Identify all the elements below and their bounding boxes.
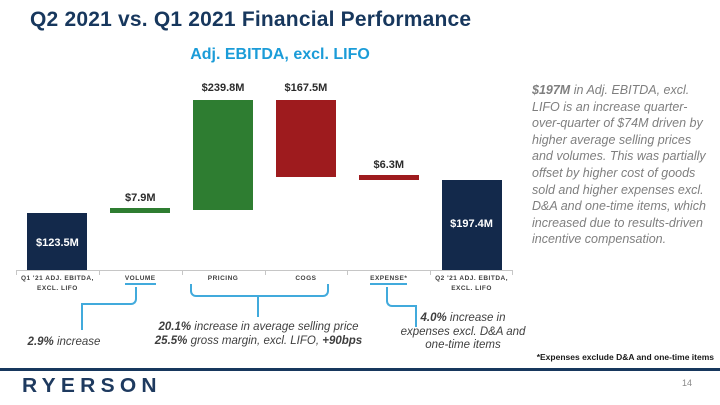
expense-annotation-text: increase in expenses excl. D&A and one-t…	[400, 312, 526, 351]
slide-title: Q2 2021 vs. Q1 2021 Financial Performanc…	[30, 8, 472, 31]
bar-value-label-2: $239.8M	[201, 82, 245, 94]
commentary-lead: $197M	[532, 83, 571, 97]
axis-tick	[347, 271, 349, 275]
footer-divider	[0, 368, 720, 371]
commentary-body: in Adj. EBITDA, excl. LIFO is an increas…	[532, 83, 706, 247]
bar-value-label-5: $197.4M	[450, 217, 493, 230]
pricing-annotation-line2: 25.5% gross margin, excl. LIFO, +90bps	[148, 335, 369, 349]
expense-annotation-bold: 4.0%	[420, 312, 447, 324]
pricing-line2-text: gross margin, excl. LIFO,	[187, 334, 323, 347]
waterfall-bar-4	[358, 174, 419, 180]
ryerson-logo: RYERSON	[22, 375, 162, 397]
axis-tick	[512, 271, 513, 275]
axis-tick	[430, 271, 432, 275]
pricing-annotation-line1: 20.1% increase in average selling price	[148, 321, 369, 335]
category-axis: Q1 '21 ADJ. EBITDA, EXCL. LIFO VOLUME PRIC…	[16, 274, 513, 296]
waterfall-plot: $123.5M $7.9M $239.8M $167.5M $6.3M $197.4M	[16, 80, 513, 275]
bar-value-label-4: $6.3M	[373, 158, 405, 171]
expense-annotation: 4.0% increase in expenses excl. D&A and …	[400, 312, 526, 353]
bar-value-label-1: $7.9M	[124, 191, 156, 204]
category-label-2: PRICING	[207, 275, 239, 282]
waterfall-bar-1	[110, 208, 171, 214]
volume-annotation-bold: 2.9%	[27, 336, 54, 348]
waterfall-bar-2	[193, 100, 254, 210]
x-axis-line	[16, 270, 513, 271]
pricing-line1-text: increase in average selling price	[191, 321, 359, 333]
category-label-1: VOLUME	[99, 274, 182, 285]
pricing-line2-bold: 25.5%	[154, 334, 188, 347]
pricing-line2-bold2: +90bps	[322, 334, 363, 347]
volume-connector-drop	[81, 303, 83, 330]
page-number: 14	[682, 378, 693, 388]
expense-connector-drop	[415, 305, 417, 327]
pricing-cogs-bracket-stem	[257, 295, 259, 317]
waterfall-bar-0	[27, 213, 88, 270]
waterfall-bar-3	[275, 100, 336, 177]
volume-connector-line	[81, 287, 137, 305]
category-label-3: COGS	[295, 275, 317, 282]
expenses-footnote: *Expenses exclude D&A and one-time items	[536, 352, 714, 362]
axis-tick	[264, 271, 266, 275]
bar-value-label-0: $123.5M	[36, 237, 79, 250]
pricing-cogs-annotation: 20.1% increase in average selling price …	[148, 321, 369, 348]
commentary-paragraph: $197M in Adj. EBITDA, excl. LIFO is an i…	[532, 82, 709, 248]
volume-annotation-text: increase	[53, 336, 101, 348]
axis-tick	[98, 271, 100, 275]
bar-value-label-3: $167.5M	[284, 82, 328, 94]
pricing-line1-bold: 20.1%	[158, 321, 192, 333]
expense-connector-line	[386, 287, 417, 307]
category-label-0: Q1 '21 ADJ. EBITDA, EXCL. LIFO	[20, 275, 94, 292]
chart-title: Adj. EBITDA, excl. LIFO	[190, 46, 370, 63]
pricing-cogs-bracket	[190, 284, 329, 297]
category-label-5: Q2 '21 ADJ. EBITDA, EXCL. LIFO	[435, 275, 509, 292]
axis-tick	[181, 271, 183, 275]
category-label-4: EXPENSE*	[347, 274, 430, 285]
volume-annotation: 2.9% increase	[14, 336, 114, 350]
axis-tick	[16, 271, 17, 275]
waterfall-bar-5	[441, 179, 502, 270]
